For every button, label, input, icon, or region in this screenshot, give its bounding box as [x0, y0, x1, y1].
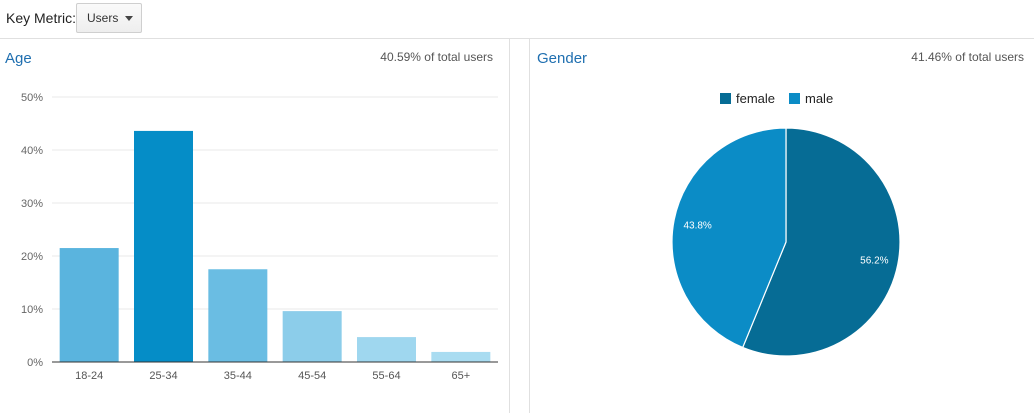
- pie-slice-male: [671, 127, 787, 349]
- pie-value-label: 43.8%: [683, 221, 711, 232]
- bar: [208, 269, 268, 362]
- panel-divider: [509, 39, 510, 413]
- y-tick-label: 20%: [21, 251, 43, 263]
- key-metric-label: Key Metric:: [6, 10, 77, 26]
- y-tick-label: 40%: [21, 145, 43, 157]
- gender-panel-subtitle: 41.46% of total users: [911, 50, 1024, 64]
- key-metric-dropdown[interactable]: Users: [76, 3, 142, 33]
- x-tick-label: 65+: [451, 370, 470, 382]
- panel-divider: [529, 39, 530, 413]
- pie-slice-female: [741, 127, 901, 357]
- y-tick-label: 30%: [21, 198, 43, 210]
- bar: [431, 351, 491, 362]
- chevron-down-icon: [125, 16, 133, 21]
- legend-label-male: male: [805, 91, 833, 106]
- x-tick-label: 45-54: [298, 370, 326, 382]
- pie-value-label: 56.2%: [860, 255, 888, 266]
- key-metric-bar: Key Metric: Users: [0, 0, 1034, 39]
- legend-label-female: female: [736, 91, 775, 106]
- y-tick-label: 10%: [21, 304, 43, 316]
- y-tick-label: 50%: [21, 92, 43, 104]
- age-panel-title: Age: [5, 50, 32, 67]
- bar: [282, 311, 342, 362]
- y-tick-label: 0%: [27, 357, 43, 369]
- x-tick-label: 18-24: [75, 370, 103, 382]
- bar: [357, 337, 416, 362]
- bar: [59, 248, 119, 362]
- x-tick-label: 55-64: [372, 370, 400, 382]
- gender-pie-chart: female male 56.2% 43.8%: [671, 91, 901, 357]
- legend-swatch: [789, 93, 800, 104]
- gender-panel-title: Gender: [537, 50, 588, 67]
- x-tick-label: 25-34: [149, 370, 177, 382]
- bar: [134, 130, 193, 362]
- legend-swatch: [720, 93, 731, 104]
- age-panel-subtitle: 40.59% of total users: [380, 50, 493, 64]
- age-bar-chart: 0% 10% 20% 30% 40% 50% 18-24 25-34 35-44 45-54 55-…: [21, 92, 498, 382]
- key-metric-selected-value: Users: [87, 11, 119, 25]
- x-tick-label: 35-44: [224, 370, 252, 382]
